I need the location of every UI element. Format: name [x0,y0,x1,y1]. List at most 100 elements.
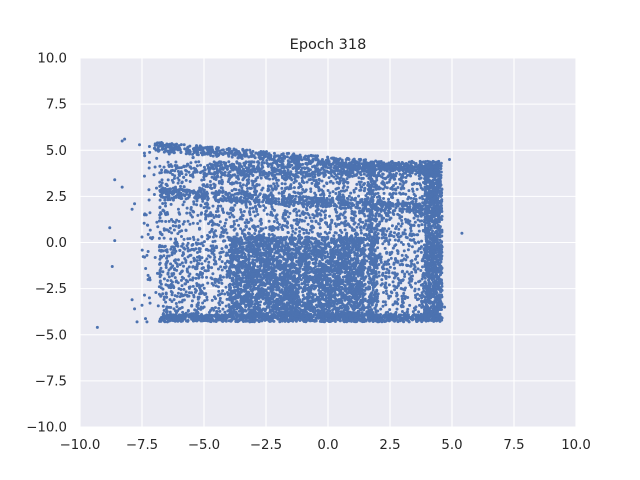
scatter-point [305,166,309,170]
scatter-point [242,210,246,214]
scatter-point [328,225,332,229]
scatter-point [253,214,257,218]
scatter-point [393,187,397,191]
scatter-point [161,201,165,205]
scatter-point [348,245,352,249]
scatter-point [298,165,302,169]
scatter-point [306,211,310,215]
scatter-point [280,186,284,190]
scatter-point [207,260,211,264]
scatter-point [385,181,389,185]
scatter-point [140,235,144,239]
scatter-point [379,307,383,311]
scatter-point [215,222,219,226]
scatter-point [261,165,265,169]
scatter-point [404,192,408,196]
scatter-point [330,220,334,224]
scatter-point [235,218,239,222]
scatter-point [211,204,215,208]
scatter-point [286,231,290,235]
scatter-point [407,189,411,193]
scatter-point [417,287,421,291]
scatter-point [246,181,250,185]
scatter-point [308,319,312,323]
scatter-point [392,284,396,288]
scatter-point [344,223,348,227]
scatter-point [343,215,347,219]
scatter-point [190,299,194,303]
scatter-point [411,310,415,314]
scatter-point [335,187,339,191]
scatter-point [281,164,285,168]
scatter-point [398,182,402,186]
scatter-point [211,240,215,244]
scatter-point [248,206,252,210]
scatter-point [192,200,196,204]
scatter-point [212,248,216,252]
scatter-point [201,271,205,275]
scatter-point [219,175,223,179]
scatter-point [409,224,413,228]
scatter-point [205,183,209,187]
scatter-point [373,185,377,189]
scatter-point [401,278,405,282]
scatter-point [421,304,425,308]
scatter-point [268,184,272,188]
scatter-point [413,220,417,224]
scatter-point [177,219,181,223]
scatter-point [204,216,208,219]
scatter-point [214,213,218,217]
scatter-point [212,308,216,312]
scatter-point [387,197,391,201]
scatter-point [416,267,420,271]
scatter-point [180,244,184,248]
scatter-point [207,313,211,317]
scatter-point [300,211,304,215]
scatter-point [256,224,260,228]
scatter-point [167,305,171,309]
scatter-point [392,191,395,195]
scatter-point [418,279,422,283]
scatter-point [391,303,395,307]
scatter-point [236,171,240,175]
scatter-point [162,295,166,299]
scatter-point [211,235,215,239]
scatter-point [377,274,381,278]
scatter-point [304,216,308,220]
scatter-point [319,232,323,236]
scatter-point [402,291,406,295]
scatter-point [227,160,231,164]
scatter-point [336,167,340,171]
scatter-point [349,216,353,220]
scatter-point [176,169,180,173]
scatter-point [400,215,404,219]
scatter-point [290,178,294,182]
scatter-point [178,295,182,299]
scatter-point [218,166,222,170]
scatter-point [291,229,295,233]
scatter-point [253,204,257,208]
scatter-point [378,174,382,178]
scatter-point [242,161,246,165]
scatter-point [212,167,216,171]
scatter-point [400,294,404,298]
scatter-point [204,209,208,213]
scatter-point [346,222,350,226]
scatter-point [397,278,401,282]
scatter-point [210,266,214,270]
scatter-point [267,318,271,322]
scatter-point [400,218,404,222]
scatter-point [176,258,180,262]
scatter-point [222,161,226,165]
scatter-point [229,206,233,210]
scatter-point [209,309,213,313]
scatter-point [419,269,423,273]
scatter-point [202,286,206,290]
scatter-point [159,255,163,259]
scatter-point [165,261,169,265]
scatter-point [182,165,186,169]
scatter-point [210,251,214,255]
scatter-point [266,174,270,178]
scatter-point [206,281,210,285]
scatter-point [186,246,190,250]
